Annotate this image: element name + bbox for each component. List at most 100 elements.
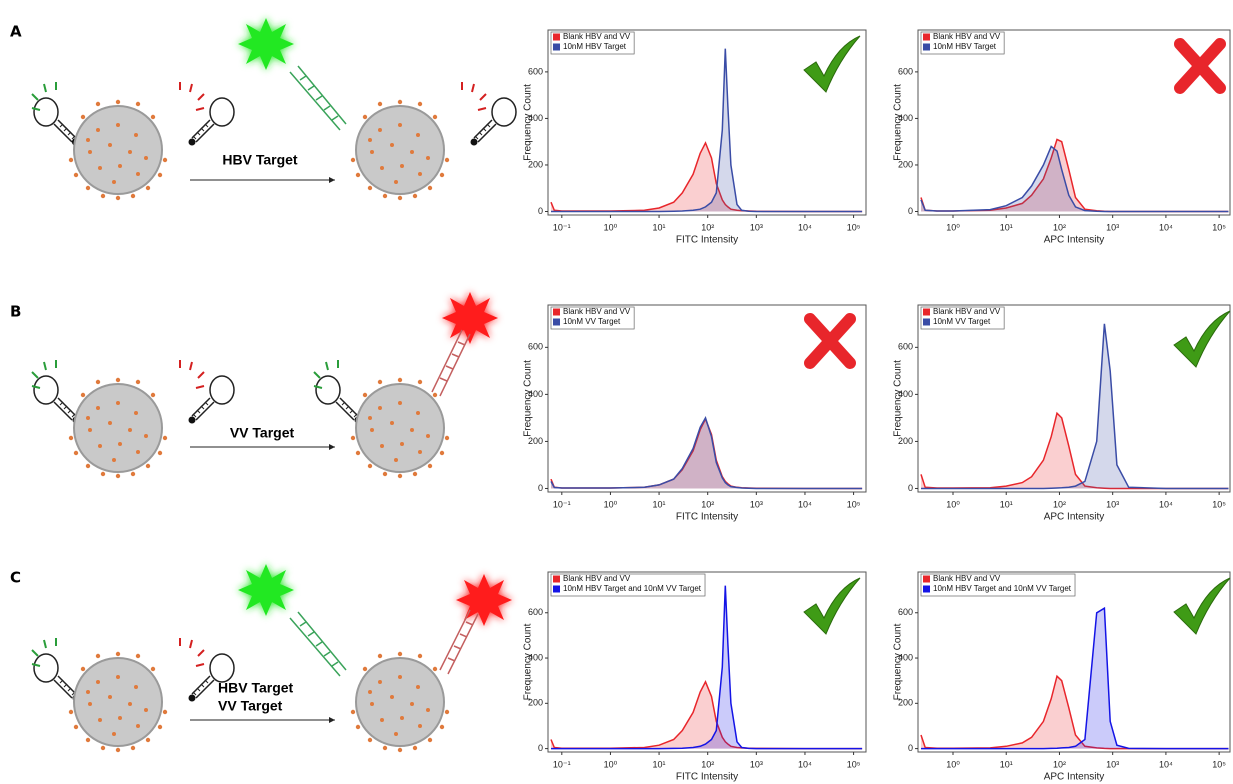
x-tick-label: 10² (701, 222, 714, 232)
y-tick-label: 400 (528, 652, 543, 662)
x-tick-label: 10⁻¹ (553, 222, 571, 232)
panel-label: C (10, 569, 21, 587)
legend-swatch (923, 585, 930, 593)
check-mark (1173, 310, 1231, 368)
legend-box (920, 573, 1076, 597)
x-tick-label: 10⁵ (1212, 222, 1226, 232)
y-tick-label: 600 (528, 342, 543, 352)
bead (67, 650, 169, 754)
y-tick-label: 200 (528, 159, 543, 169)
plot-frame (917, 29, 1231, 216)
x-tick-label: 10³ (750, 222, 763, 232)
histogram-chart: 0 200 400 600 10⁰ 10¹ 10² 10³ 10⁴ 10⁵ APC Intensit… (893, 304, 1231, 523)
arrow-head (329, 177, 335, 183)
target-label: VV Target (230, 425, 295, 441)
probe-tail (313, 360, 339, 389)
legend-box (920, 31, 1005, 55)
probe-tail (179, 360, 205, 389)
bead (67, 98, 169, 202)
y-tick-label: 400 (528, 389, 543, 399)
arrow-head (329, 717, 335, 723)
legend-swatch (553, 575, 560, 583)
y-axis-label: Frequency Count (523, 360, 534, 437)
probe-tail (179, 638, 205, 667)
x-tick-label: 10⁻¹ (553, 759, 571, 769)
probe-open (439, 609, 479, 675)
series-line (550, 416, 863, 490)
y-tick-label: 400 (528, 113, 543, 123)
y-axis-label: Frequency Count (893, 360, 904, 437)
legend-box (920, 306, 1005, 330)
y-tick-label: 0 (908, 206, 913, 216)
bead (67, 376, 169, 480)
legend-label: 10nM HBV Target (563, 42, 627, 51)
plot-frame (547, 571, 867, 753)
x-tick-label: 10⁴ (1159, 222, 1173, 232)
legend-label: Blank HBV and VV (563, 307, 631, 316)
y-axis-label: Frequency Count (893, 84, 904, 161)
legend-swatch (553, 33, 560, 41)
y-tick-label: 0 (538, 743, 543, 753)
plot-frame (917, 304, 1231, 493)
diagram-a: HBV Target (31, 18, 517, 202)
x-tick-label: 10⁴ (1159, 499, 1173, 509)
y-tick-label: 200 (898, 159, 913, 169)
legend-swatch (553, 308, 560, 316)
x-tick-label: 10⁰ (604, 222, 618, 232)
x-tick-label: 10⁻¹ (553, 499, 571, 509)
probe-tail (179, 82, 205, 111)
probe-hbv (33, 375, 81, 425)
x-axis-label: APC Intensity (1044, 772, 1105, 783)
legend-label: Blank HBV and VV (933, 574, 1001, 583)
probe-vv (187, 97, 235, 147)
plot-frame (917, 571, 1231, 753)
y-tick-label: 200 (898, 698, 913, 708)
y-tick-label: 200 (528, 698, 543, 708)
y-axis-label: Frequency Count (893, 623, 904, 700)
x-tick-label: 10⁰ (946, 499, 960, 509)
x-tick-label: 10⁵ (1212, 759, 1226, 769)
legend-swatch (553, 585, 560, 593)
check-mark (803, 35, 861, 93)
x-tick-label: 10³ (1106, 222, 1119, 232)
check-mark (803, 577, 861, 635)
legend-label: 10nM VV Target (933, 317, 991, 326)
plot-frame (547, 29, 867, 216)
bead (349, 376, 451, 480)
x-tick-label: 10⁵ (847, 222, 861, 232)
probe-open (299, 621, 339, 667)
x-tick-label: 10¹ (1000, 499, 1013, 509)
x-tick-label: 10⁴ (798, 759, 812, 769)
probe-hbv (315, 375, 363, 425)
legend-box (550, 573, 706, 597)
x-axis-label: APC Intensity (1044, 512, 1105, 523)
target-label: HBV Target (218, 680, 294, 696)
x-tick-label: 10³ (750, 499, 763, 509)
y-tick-label: 400 (898, 113, 913, 123)
y-tick-label: 200 (528, 436, 543, 446)
y-tick-label: 0 (908, 483, 913, 493)
fluor-green (238, 18, 294, 70)
diagram-b: VV Target (31, 292, 498, 480)
probe-tail (31, 638, 57, 667)
y-tick-label: 600 (898, 607, 913, 617)
y-tick-label: 600 (898, 342, 913, 352)
area-fill (551, 142, 863, 212)
legend-swatch (923, 308, 930, 316)
legend-swatch (923, 43, 930, 51)
x-tick-label: 10¹ (653, 222, 666, 232)
legend-swatch (553, 43, 560, 51)
y-tick-label: 200 (898, 436, 913, 446)
probe-hbv (33, 653, 81, 703)
x-tick-label: 10⁴ (798, 499, 812, 509)
y-tick-label: 400 (898, 652, 913, 662)
x-tick-label: 10⁵ (1212, 499, 1226, 509)
bead (349, 650, 451, 754)
cross-mark (804, 313, 856, 369)
histogram-chart: 0 200 400 600 10⁻¹ 10⁰ 10¹ 10² 10³ 10⁴ 10⁵ FITC Int… (523, 304, 867, 523)
series-line (551, 585, 863, 750)
legend-swatch (923, 575, 930, 583)
x-axis-label: FITC Intensity (676, 512, 738, 523)
